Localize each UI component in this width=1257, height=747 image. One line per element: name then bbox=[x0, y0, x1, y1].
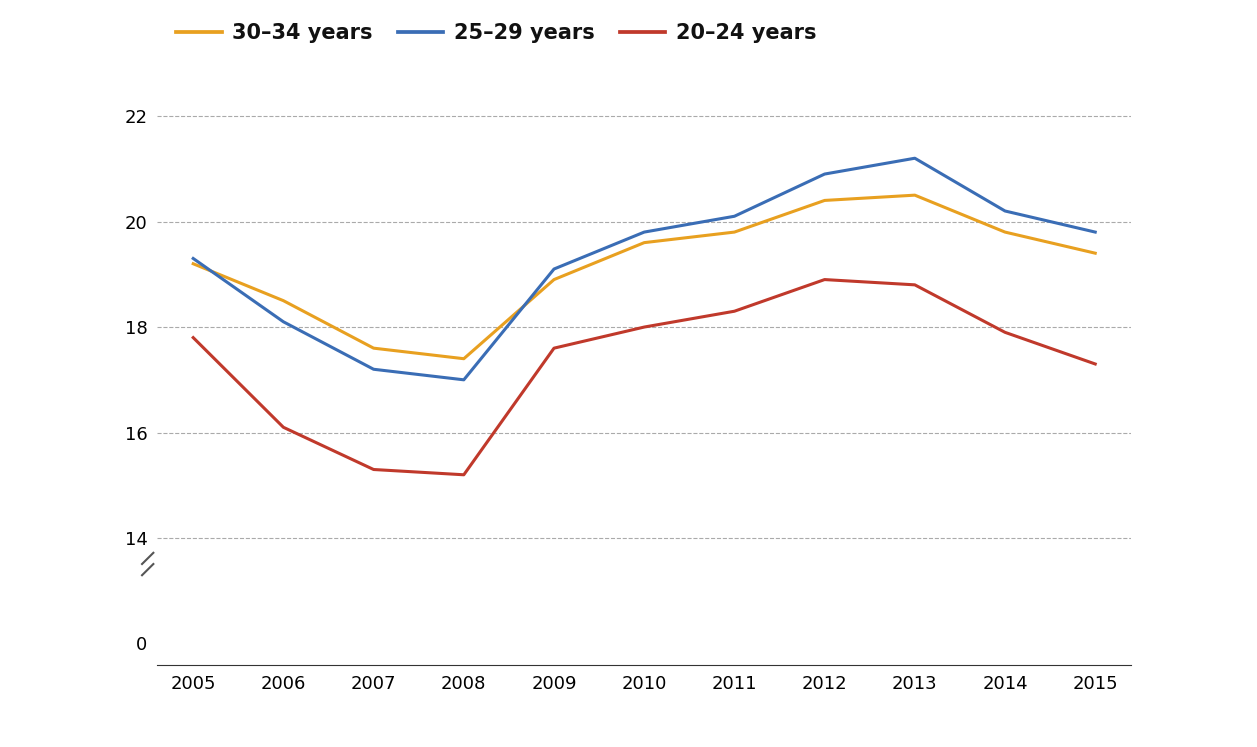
Line: 30–34 years: 30–34 years bbox=[194, 195, 1095, 359]
20–24 years bbox=[908, 280, 923, 289]
30–34 years bbox=[186, 259, 201, 268]
20–24 years bbox=[456, 471, 471, 480]
25–29 years bbox=[817, 170, 832, 179]
30–34 years bbox=[998, 228, 1013, 237]
25–29 years bbox=[366, 365, 381, 374]
30–34 years bbox=[727, 228, 742, 237]
Legend: 30–34 years, 25–29 years, 20–24 years: 30–34 years, 25–29 years, 20–24 years bbox=[167, 15, 825, 52]
30–34 years bbox=[636, 238, 651, 247]
20–24 years bbox=[817, 275, 832, 284]
30–34 years bbox=[456, 354, 471, 363]
20–24 years bbox=[636, 323, 651, 332]
20–24 years bbox=[275, 423, 290, 432]
20–24 years bbox=[547, 344, 562, 353]
Line: 20–24 years: 20–24 years bbox=[194, 279, 1095, 475]
20–24 years bbox=[727, 307, 742, 316]
20–24 years bbox=[186, 333, 201, 342]
20–24 years bbox=[1087, 359, 1102, 368]
25–29 years bbox=[998, 206, 1013, 215]
30–34 years bbox=[275, 297, 290, 306]
30–34 years bbox=[908, 190, 923, 199]
25–29 years bbox=[275, 317, 290, 326]
25–29 years bbox=[1087, 228, 1102, 237]
25–29 years bbox=[908, 154, 923, 163]
20–24 years bbox=[998, 328, 1013, 337]
30–34 years bbox=[366, 344, 381, 353]
25–29 years bbox=[727, 212, 742, 221]
25–29 years bbox=[186, 254, 201, 263]
20–24 years bbox=[366, 465, 381, 474]
30–34 years bbox=[1087, 249, 1102, 258]
30–34 years bbox=[817, 196, 832, 205]
25–29 years bbox=[547, 264, 562, 273]
30–34 years bbox=[547, 275, 562, 284]
25–29 years bbox=[636, 228, 651, 237]
Line: 25–29 years: 25–29 years bbox=[194, 158, 1095, 379]
25–29 years bbox=[456, 375, 471, 384]
